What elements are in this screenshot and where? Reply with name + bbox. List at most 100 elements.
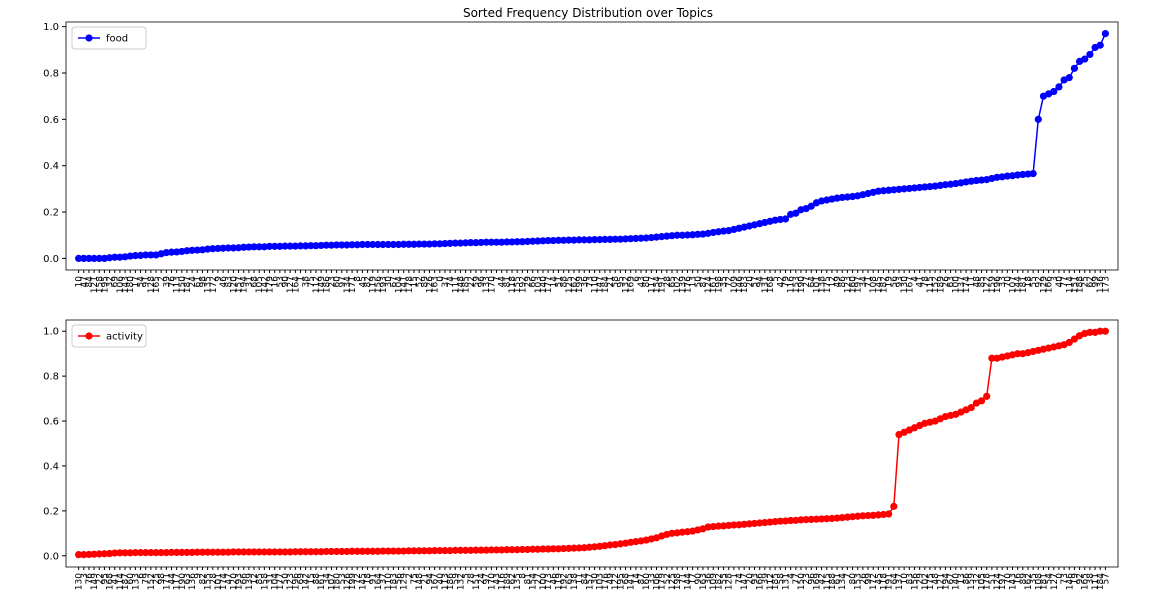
x-tick-label: 113 xyxy=(173,276,183,293)
data-point xyxy=(353,241,361,249)
x-tick-label: 62 xyxy=(508,573,518,584)
x-tick-label: 102 xyxy=(673,276,683,293)
data-point xyxy=(977,397,986,405)
data-point xyxy=(85,254,93,263)
x-tick-label: 4 xyxy=(910,276,920,282)
x-tick-label: 115 xyxy=(926,276,936,293)
x-tick-label: 191 xyxy=(658,276,668,293)
data-point xyxy=(890,502,898,510)
data-point xyxy=(456,546,465,554)
x-tick-label: 44 xyxy=(498,276,508,288)
data-point xyxy=(410,240,418,248)
data-point xyxy=(446,239,454,247)
x-tick-label: 67 xyxy=(389,276,399,287)
data-point xyxy=(456,239,465,247)
data-point xyxy=(286,242,294,250)
x-tick-label: 119 xyxy=(554,573,564,590)
data-point xyxy=(652,233,661,241)
x-tick-label: 144 xyxy=(683,573,693,590)
data-point xyxy=(131,252,139,260)
x-tick-label: 170 xyxy=(487,573,497,590)
x-tick-label: 165 xyxy=(1081,573,1091,590)
data-point xyxy=(214,244,222,253)
data-point xyxy=(286,548,294,556)
x-tick-label: 120 xyxy=(229,276,239,293)
data-point xyxy=(461,546,470,554)
x-tick-label: 176 xyxy=(601,573,611,590)
x-tick-label: 190 xyxy=(178,573,188,590)
data-point xyxy=(95,550,103,558)
data-point xyxy=(570,236,578,244)
x-tick-label: 61 xyxy=(193,276,203,287)
data-point xyxy=(725,521,733,530)
data-point xyxy=(193,246,201,254)
data-line xyxy=(78,330,1106,556)
data-point xyxy=(596,236,604,244)
data-point xyxy=(977,176,986,184)
x-tick-label: 38 xyxy=(302,276,312,288)
x-tick-label: 28 xyxy=(663,276,673,288)
data-point xyxy=(673,231,681,239)
x-tick-label: 142 xyxy=(260,276,270,293)
data-point xyxy=(245,243,253,251)
data-point xyxy=(518,238,526,246)
x-tick-label: 173 xyxy=(1101,276,1111,293)
data-point xyxy=(111,549,119,557)
x-tick-label: 41 xyxy=(111,573,121,584)
x-tick-label: 101 xyxy=(214,573,224,590)
x-tick-label: 25 xyxy=(152,573,162,584)
x-tick-label: 145 xyxy=(358,573,368,590)
x-tick-label: 197 xyxy=(854,276,864,293)
data-point xyxy=(544,236,552,245)
x-tick-label: 108 xyxy=(869,276,879,293)
x-tick-label: 150 xyxy=(797,573,807,590)
x-tick-label: 178 xyxy=(405,276,415,293)
x-tick-label: 162 xyxy=(1024,573,1034,590)
x-tick-label: 15 xyxy=(307,573,317,584)
data-point xyxy=(916,183,924,192)
x-tick-label: 37 xyxy=(379,573,389,584)
x-tick-label: 198 xyxy=(673,573,683,590)
x-tick-label: 41 xyxy=(916,276,926,287)
data-point xyxy=(570,544,578,552)
x-tick-label: 133 xyxy=(131,573,141,590)
x-tick-label: 132 xyxy=(622,276,632,293)
x-tick-label: 152 xyxy=(147,573,157,590)
x-tick-label: 58 xyxy=(776,573,786,585)
data-point xyxy=(307,242,315,250)
data-point xyxy=(322,547,330,556)
data-point xyxy=(420,240,428,248)
data-point xyxy=(694,230,702,238)
data-point xyxy=(472,546,480,554)
data-point xyxy=(885,510,893,518)
x-tick-label: 34 xyxy=(322,573,332,585)
x-tick-label: 125 xyxy=(668,573,678,590)
x-tick-label: 100 xyxy=(952,276,962,293)
x-tick-label: 162 xyxy=(570,276,580,293)
x-tick-label: 42 xyxy=(776,276,786,287)
x-tick-label: 168 xyxy=(106,573,116,590)
data-point xyxy=(1070,335,1079,343)
x-tick-label: 169 xyxy=(627,276,637,293)
x-tick-label: 117 xyxy=(173,573,183,590)
x-tick-label: 128 xyxy=(147,276,157,293)
data-point xyxy=(518,545,526,554)
data-point xyxy=(704,523,712,531)
data-point xyxy=(812,515,821,523)
data-point xyxy=(843,193,851,201)
data-point xyxy=(384,240,392,249)
x-tick-label: 103 xyxy=(596,573,606,590)
data-point xyxy=(668,529,676,537)
x-tick-label: 161 xyxy=(317,573,327,590)
y-tick-label: 0.2 xyxy=(43,208,59,219)
data-point xyxy=(492,546,501,554)
data-point xyxy=(209,245,217,253)
x-tick-label: 7 xyxy=(493,276,503,282)
x-tick-label: 138 xyxy=(818,276,828,293)
x-tick-label: 79 xyxy=(142,573,152,585)
x-tick-label: 187 xyxy=(121,573,131,590)
y-tick-label: 0.6 xyxy=(43,417,59,428)
x-tick-label: 90 xyxy=(694,573,704,585)
x-tick-label: 53 xyxy=(338,573,348,584)
data-point xyxy=(302,242,310,250)
